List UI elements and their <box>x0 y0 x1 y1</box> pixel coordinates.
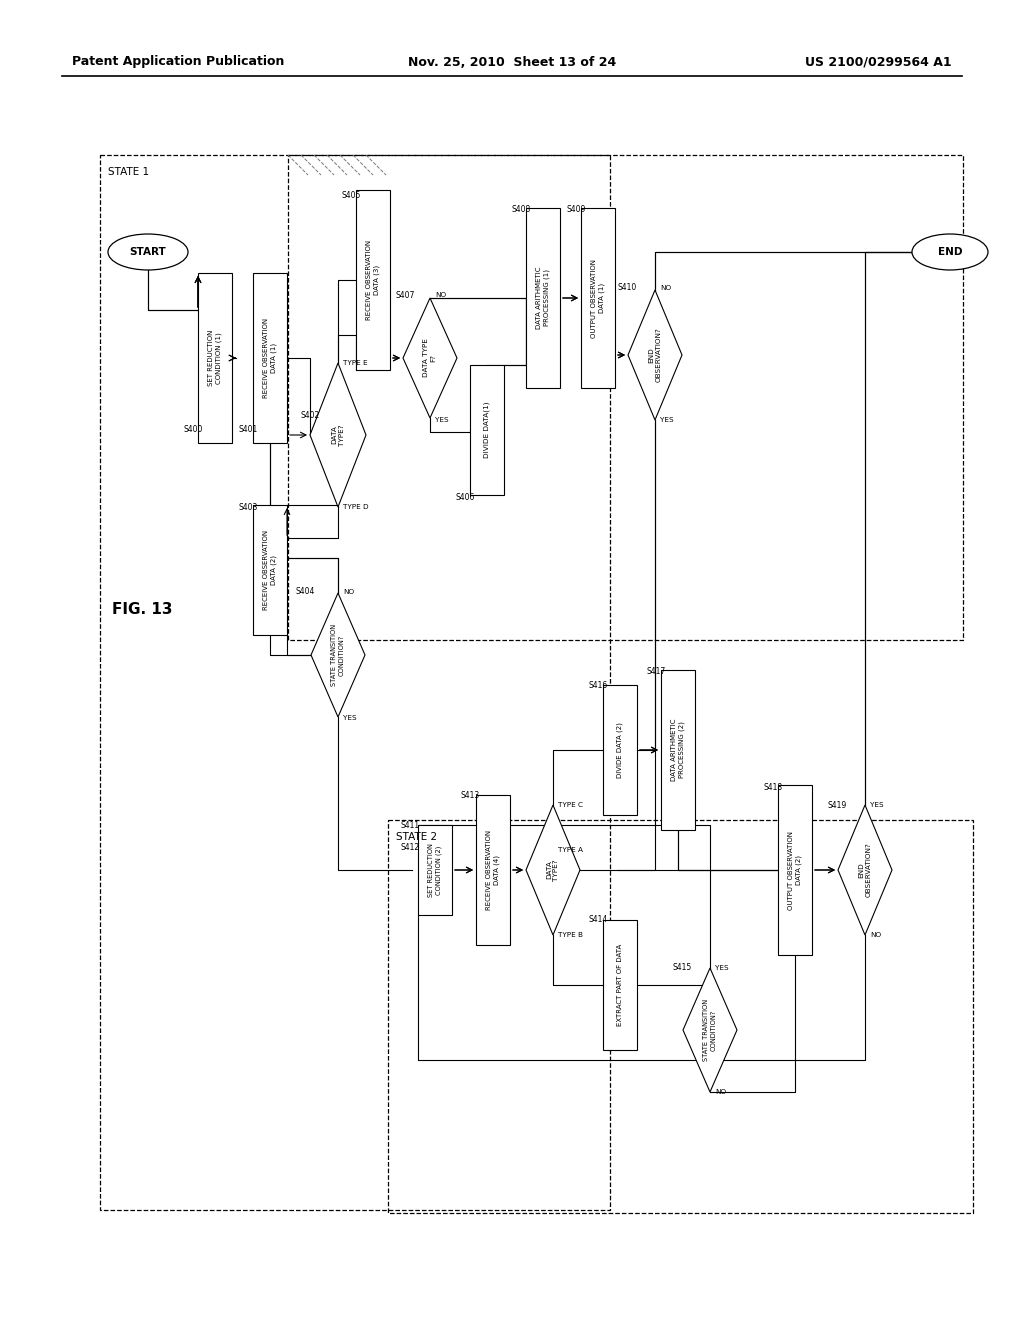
Polygon shape <box>403 298 457 418</box>
Text: TYPE E: TYPE E <box>343 360 368 366</box>
Text: NO: NO <box>435 292 446 298</box>
Text: END
OBSERVATION?: END OBSERVATION? <box>648 327 662 383</box>
Text: S407: S407 <box>395 290 415 300</box>
Polygon shape <box>310 363 366 507</box>
Text: TYPE B: TYPE B <box>558 932 583 939</box>
Text: Nov. 25, 2010  Sheet 13 of 24: Nov. 25, 2010 Sheet 13 of 24 <box>408 55 616 69</box>
FancyBboxPatch shape <box>662 671 695 830</box>
FancyBboxPatch shape <box>603 920 637 1049</box>
Text: DATA TYPE
F?: DATA TYPE F? <box>424 338 436 378</box>
Text: S405: S405 <box>342 190 361 199</box>
Text: DATA
TYPE?: DATA TYPE? <box>332 424 344 446</box>
Text: STATE 1: STATE 1 <box>108 168 150 177</box>
Text: SET REDUCTION
CONDITION (2): SET REDUCTION CONDITION (2) <box>428 843 441 896</box>
FancyBboxPatch shape <box>356 190 390 370</box>
FancyBboxPatch shape <box>581 209 615 388</box>
Text: DIVIDE DATA(1): DIVIDE DATA(1) <box>483 401 490 458</box>
Text: END
OBSERVATION?: END OBSERVATION? <box>858 842 871 898</box>
Text: TYPE D: TYPE D <box>343 504 369 510</box>
Text: SET REDUCTION
CONDITION (1): SET REDUCTION CONDITION (1) <box>208 330 222 387</box>
Polygon shape <box>311 593 365 717</box>
Polygon shape <box>683 968 737 1092</box>
Polygon shape <box>526 805 580 935</box>
Text: S404: S404 <box>296 587 315 597</box>
Text: NO: NO <box>660 285 671 290</box>
Text: NO: NO <box>870 932 881 939</box>
Text: RECEIVE OBSERVATION
DATA (3): RECEIVE OBSERVATION DATA (3) <box>367 240 380 319</box>
FancyBboxPatch shape <box>476 795 510 945</box>
Text: DIVIDE DATA (2): DIVIDE DATA (2) <box>616 722 624 777</box>
Text: FIG. 13: FIG. 13 <box>112 602 172 618</box>
FancyBboxPatch shape <box>470 366 504 495</box>
Text: S403: S403 <box>239 503 258 512</box>
Text: S417: S417 <box>647 668 666 676</box>
Text: S410: S410 <box>617 284 637 293</box>
FancyBboxPatch shape <box>253 273 287 444</box>
Text: OUTPUT OBSERVATION
DATA (2): OUTPUT OBSERVATION DATA (2) <box>788 830 802 909</box>
Text: DATA
TYPE?: DATA TYPE? <box>547 859 559 880</box>
Text: EXTRACT PART OF DATA: EXTRACT PART OF DATA <box>617 944 623 1026</box>
Text: YES: YES <box>343 715 356 721</box>
Text: S415: S415 <box>673 964 692 973</box>
FancyBboxPatch shape <box>526 209 560 388</box>
Polygon shape <box>628 290 682 420</box>
FancyBboxPatch shape <box>253 506 287 635</box>
Text: S401: S401 <box>239 425 258 434</box>
Text: YES: YES <box>715 965 729 972</box>
Text: S418: S418 <box>764 784 783 792</box>
Text: S419: S419 <box>827 800 847 809</box>
Text: DATA ARITHMETIC
PROCESSING (2): DATA ARITHMETIC PROCESSING (2) <box>672 719 685 781</box>
Text: DATA ARITHMETIC
PROCESSING (1): DATA ARITHMETIC PROCESSING (1) <box>537 267 550 329</box>
Text: RECEIVE OBSERVATION
DATA (1): RECEIVE OBSERVATION DATA (1) <box>263 318 276 399</box>
Text: S408: S408 <box>512 206 531 214</box>
Ellipse shape <box>912 234 988 271</box>
Text: RECEIVE OBSERVATION
DATA (4): RECEIVE OBSERVATION DATA (4) <box>486 830 500 909</box>
Text: S411: S411 <box>400 821 420 830</box>
Text: YES: YES <box>660 417 674 422</box>
Text: NO: NO <box>343 589 354 595</box>
Text: S406: S406 <box>456 494 475 503</box>
Polygon shape <box>838 805 892 935</box>
Text: S413: S413 <box>461 792 480 800</box>
Text: S402: S402 <box>301 411 319 420</box>
Text: Patent Application Publication: Patent Application Publication <box>72 55 285 69</box>
Text: S409: S409 <box>566 206 586 214</box>
Text: YES: YES <box>435 417 449 422</box>
Text: US 2100/0299564 A1: US 2100/0299564 A1 <box>805 55 952 69</box>
Text: TYPE A: TYPE A <box>558 847 583 853</box>
FancyBboxPatch shape <box>603 685 637 814</box>
Text: S400: S400 <box>183 425 203 434</box>
Text: TYPE C: TYPE C <box>558 803 583 808</box>
Text: RECEIVE OBSERVATION
DATA (2): RECEIVE OBSERVATION DATA (2) <box>263 529 276 610</box>
Text: START: START <box>130 247 166 257</box>
FancyBboxPatch shape <box>198 273 232 444</box>
Text: END: END <box>938 247 963 257</box>
Text: YES: YES <box>870 803 884 808</box>
Text: NO: NO <box>715 1089 726 1096</box>
FancyBboxPatch shape <box>778 785 812 954</box>
Text: STATE 2: STATE 2 <box>396 832 437 842</box>
Text: S412: S412 <box>400 842 420 851</box>
Text: OUTPUT OBSERVATION
DATA (1): OUTPUT OBSERVATION DATA (1) <box>591 259 605 338</box>
Ellipse shape <box>108 234 188 271</box>
Text: STATE TRANSITION
CONDITION?: STATE TRANSITION CONDITION? <box>332 624 344 686</box>
Text: S416: S416 <box>589 681 608 690</box>
Text: S414: S414 <box>589 916 608 924</box>
Text: STATE TRANSITION
CONDITION?: STATE TRANSITION CONDITION? <box>703 999 717 1061</box>
FancyBboxPatch shape <box>418 825 452 915</box>
